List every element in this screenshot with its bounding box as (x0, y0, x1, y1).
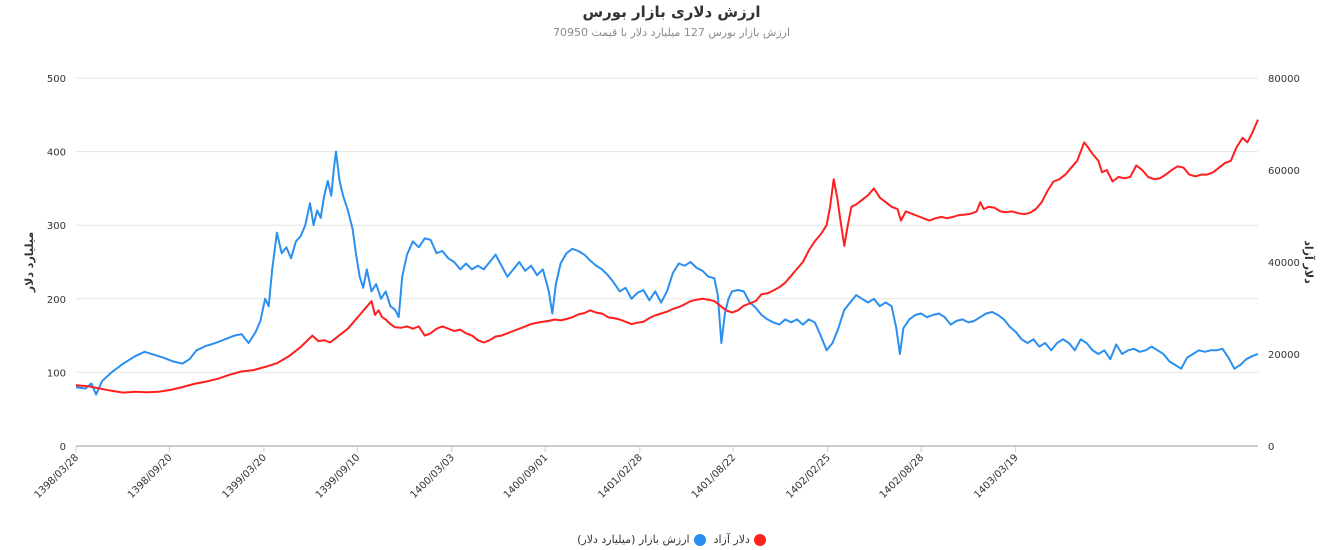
right-tick-label: 60000 (1268, 166, 1300, 177)
x-tick-label: 1398/03/28 (33, 452, 82, 501)
legend-item-free-dollar[interactable]: دلار آزاد (714, 533, 766, 546)
right-tick-label: 0 (1268, 442, 1274, 453)
blue-circle-icon (693, 533, 706, 546)
left-tick-label: 300 (47, 221, 66, 232)
x-tick-label: 1402/08/28 (878, 452, 927, 501)
legend-label: دلار آزاد (713, 533, 750, 546)
legend: دلار آزاد ارزش بازار (میلیارد دلار) (0, 533, 1343, 546)
chart-subtitle: ارزش بازار بورس 127 میلیارد دلار با قیمت… (552, 26, 791, 39)
left-tick-label: 400 (47, 148, 66, 159)
left-axis-title: میلیارد دلار (23, 232, 36, 293)
right-tick-label: 20000 (1268, 350, 1300, 361)
right-axis-ticks: 0 20000 40000 60000 80000 (1268, 74, 1300, 453)
x-tick-label: 1401/02/28 (596, 452, 645, 501)
x-tick-label: 1399/09/10 (314, 452, 363, 501)
x-tick-label: 1402/02/25 (784, 452, 833, 501)
chart-title: ارزش دلاری بازار بورس (582, 3, 761, 21)
legend-item-market-value[interactable]: ارزش بازار (میلیارد دلار) (577, 533, 706, 546)
left-tick-label: 100 (47, 368, 66, 379)
x-tick-label: 1403/03/19 (972, 452, 1021, 501)
x-tick-label: 1399/03/20 (221, 452, 270, 501)
right-axis-title: دلار آزاد (1302, 240, 1316, 284)
left-tick-label: 0 (60, 442, 66, 453)
legend-label: ارزش بازار (میلیارد دلار) (577, 533, 690, 546)
x-axis-ticks: 1398/03/28 1398/09/20 1399/03/20 1399/09/10… (33, 446, 1021, 501)
grid-lines (76, 77, 1258, 447)
right-tick-label: 40000 (1268, 258, 1300, 269)
x-tick-label: 1398/09/20 (126, 452, 175, 501)
left-tick-label: 500 (47, 74, 66, 85)
left-axis-ticks: 0 100 200 300 400 500 (47, 74, 66, 453)
right-tick-label: 80000 (1268, 74, 1300, 85)
left-tick-label: 200 (47, 295, 66, 306)
series-lines (75, 119, 1259, 396)
red-circle-icon (753, 533, 766, 546)
x-tick-label: 1400/03/03 (408, 452, 457, 501)
free-dollar-line (75, 119, 1259, 394)
x-tick-label: 1400/09/01 (502, 452, 551, 501)
market-value-line (75, 150, 1259, 396)
x-tick-label: 1401/08/22 (690, 452, 739, 501)
